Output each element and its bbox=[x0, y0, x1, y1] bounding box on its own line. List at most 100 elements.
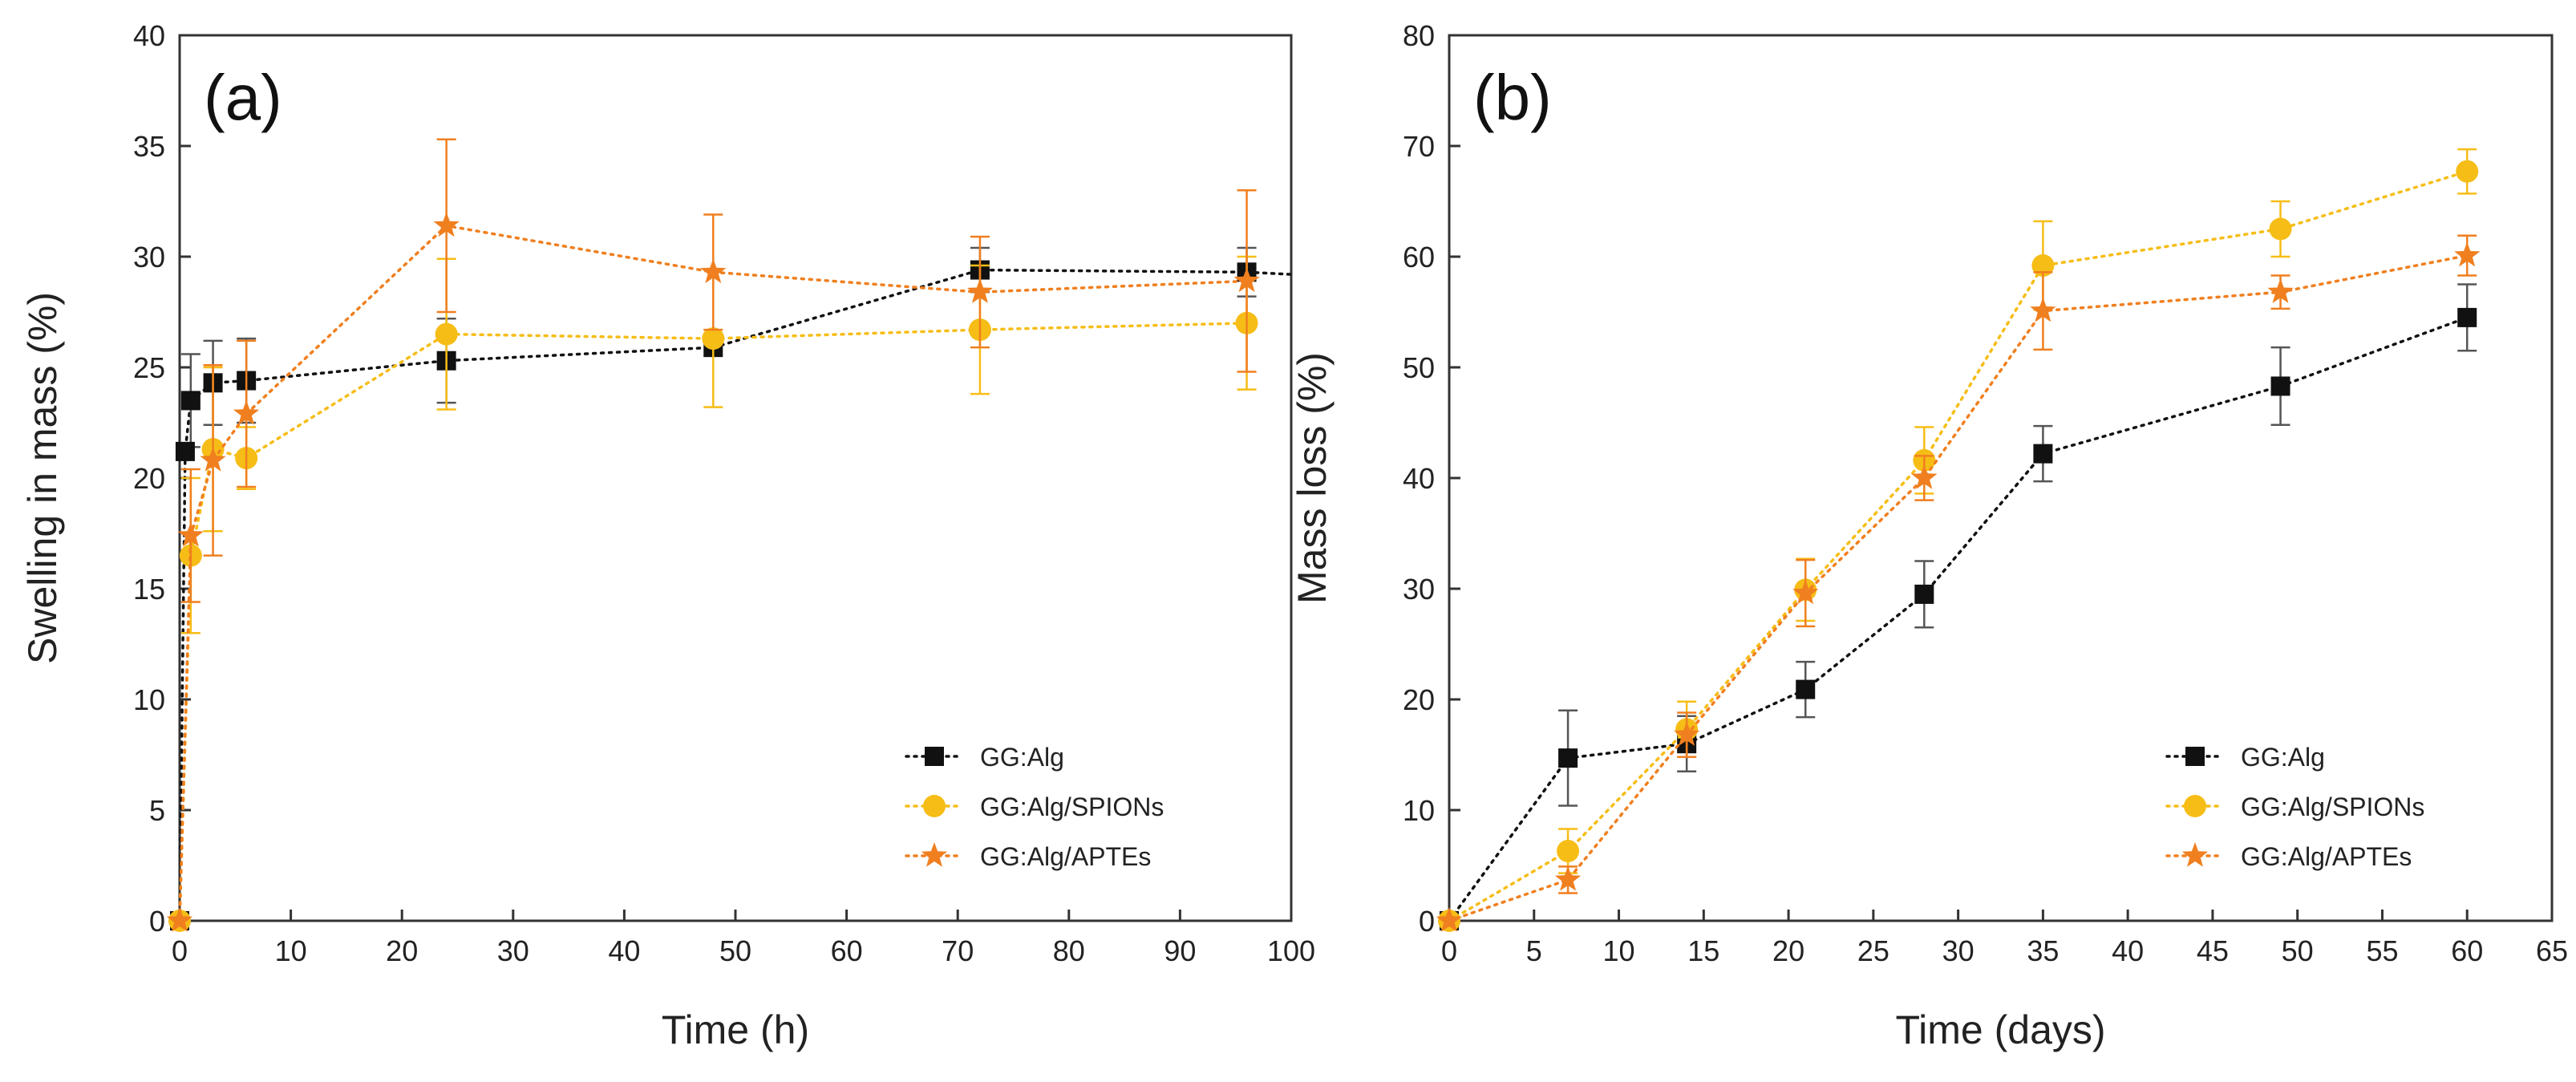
data-point bbox=[966, 278, 994, 303]
x-tick-label: 0 bbox=[1441, 934, 1457, 967]
x-tick-label: 80 bbox=[1053, 934, 1085, 967]
x-tick-label: 55 bbox=[2366, 934, 2398, 967]
x-tick-label: 65 bbox=[2536, 934, 2568, 967]
legend-marker bbox=[923, 795, 946, 817]
data-point bbox=[1436, 907, 1463, 932]
y-axis-title: Swelling in mass (%) bbox=[20, 292, 65, 664]
x-tick-label: 15 bbox=[1687, 934, 1719, 967]
x-tick-label: 0 bbox=[172, 934, 188, 967]
legend-label: GG:Alg/SPIONs bbox=[980, 792, 1164, 821]
y-tick-label: 30 bbox=[1403, 573, 1435, 606]
data-point bbox=[2267, 278, 2294, 303]
legend-label: GG:Alg bbox=[2241, 743, 2325, 772]
series-gg-alg-spions bbox=[168, 255, 1258, 932]
data-point bbox=[2456, 160, 2479, 183]
data-point bbox=[1792, 579, 1819, 605]
legend-label: GG:Alg/APTEs bbox=[2241, 842, 2412, 871]
y-tick-label: 15 bbox=[133, 573, 165, 606]
y-tick-label: 10 bbox=[1403, 794, 1435, 827]
x-tick-label: 30 bbox=[497, 934, 529, 967]
y-tick-label: 20 bbox=[133, 462, 165, 495]
series-line bbox=[178, 322, 1249, 922]
x-tick-label: 90 bbox=[1164, 934, 1196, 967]
x-tick-label: 50 bbox=[719, 934, 751, 967]
data-point bbox=[2031, 254, 2055, 278]
legend-item-gg-alg: GG:Alg bbox=[2165, 743, 2325, 772]
data-point bbox=[1557, 840, 1580, 863]
series-gg-alg-aptes bbox=[1436, 234, 2481, 932]
y-tick-label: 35 bbox=[133, 130, 165, 163]
legend-label: GG:Alg/APTEs bbox=[980, 842, 1151, 871]
data-point bbox=[180, 391, 200, 411]
y-tick-label: 10 bbox=[133, 683, 165, 716]
data-point bbox=[1554, 865, 1582, 891]
series-gg-alg bbox=[1440, 283, 2477, 930]
chart-panel-b: 0 5 10 15 20 25 30 35 40 45 50 55 60 65 0 10 20 30 40 50 60 7… bbox=[1290, 19, 2568, 1052]
x-tick-label: 45 bbox=[2197, 934, 2229, 967]
legend-item-gg-alg: GG:Alg bbox=[905, 743, 1064, 772]
y-tick-label: 50 bbox=[1403, 351, 1435, 384]
x-tick-label: 30 bbox=[1942, 934, 1975, 967]
legend-marker bbox=[921, 842, 948, 867]
data-point bbox=[2270, 376, 2290, 396]
x-tick-label: 100 bbox=[1267, 934, 1315, 967]
data-point bbox=[1914, 584, 1934, 604]
x-tick-label: 60 bbox=[831, 934, 863, 967]
series-line bbox=[178, 224, 1249, 922]
y-tick-label: 40 bbox=[1403, 462, 1435, 495]
data-point bbox=[1558, 748, 1578, 768]
x-tick-label: 10 bbox=[1603, 934, 1635, 967]
y-tick-label: 80 bbox=[1403, 19, 1435, 52]
series-line bbox=[1448, 253, 2469, 922]
y-tick-label: 0 bbox=[149, 905, 165, 938]
y-tick-label: 30 bbox=[133, 241, 165, 274]
series-line bbox=[1448, 316, 2469, 922]
y-tick-label: 40 bbox=[133, 19, 165, 52]
data-point bbox=[175, 441, 195, 461]
chart-panel-a: 0 10 20 30 40 50 60 70 80 90 100 0 5 10 15 20 25 30 35 40 Ti… bbox=[20, 19, 1315, 1052]
data-point bbox=[2030, 297, 2056, 322]
data-point bbox=[433, 212, 460, 237]
x-tick-label: 40 bbox=[608, 934, 640, 967]
series-gg-alg bbox=[170, 246, 1293, 930]
series-gg-alg-aptes bbox=[166, 138, 1260, 932]
y-tick-label: 60 bbox=[1403, 241, 1435, 274]
panel-label: (b) bbox=[1473, 62, 1552, 133]
x-tick-label: 25 bbox=[1857, 934, 1889, 967]
data-point bbox=[702, 327, 725, 351]
data-point bbox=[435, 322, 458, 346]
legend-item-gg-alg-aptes: GG:Alg/APTEs bbox=[905, 842, 1151, 871]
legend-marker bbox=[2181, 842, 2209, 867]
y-tick-label: 25 bbox=[133, 351, 165, 384]
x-tick-label: 20 bbox=[1772, 934, 1804, 967]
data-point bbox=[1796, 679, 1816, 699]
y-tick-label: 20 bbox=[1403, 683, 1435, 716]
data-point bbox=[2033, 444, 2053, 464]
y-tick-label: 70 bbox=[1403, 130, 1435, 163]
data-point bbox=[2454, 241, 2481, 267]
x-tick-label: 70 bbox=[942, 934, 974, 967]
series-line bbox=[1448, 169, 2469, 922]
legend-item-gg-alg-spions: GG:Alg/SPIONs bbox=[2165, 792, 2424, 821]
x-tick-label: 35 bbox=[2027, 934, 2059, 967]
legend-item-gg-alg-aptes: GG:Alg/APTEs bbox=[2165, 842, 2412, 871]
legend-item-gg-alg-spions: GG:Alg/SPIONs bbox=[905, 792, 1164, 821]
x-tick-label: 5 bbox=[1526, 934, 1542, 967]
series-line bbox=[178, 268, 1293, 922]
legend-label: GG:Alg bbox=[980, 743, 1064, 772]
legend-marker bbox=[2185, 747, 2205, 766]
panel-label: (a) bbox=[204, 62, 282, 133]
legend-marker bbox=[925, 747, 944, 766]
legend: GG:Alg GG:Alg/SPIONs GG:Alg/APTEs bbox=[2165, 743, 2424, 871]
data-point bbox=[233, 400, 260, 425]
data-point bbox=[200, 446, 226, 472]
x-tick-label: 10 bbox=[275, 934, 307, 967]
data-point bbox=[700, 258, 727, 284]
data-point bbox=[2457, 307, 2477, 327]
data-point bbox=[1233, 267, 1260, 293]
legend: GG:Alg GG:Alg/SPIONs GG:Alg/APTEs bbox=[905, 743, 1164, 871]
x-axis-title: Time (h) bbox=[662, 1007, 809, 1052]
data-point bbox=[1674, 721, 1700, 746]
data-point bbox=[2269, 217, 2292, 241]
